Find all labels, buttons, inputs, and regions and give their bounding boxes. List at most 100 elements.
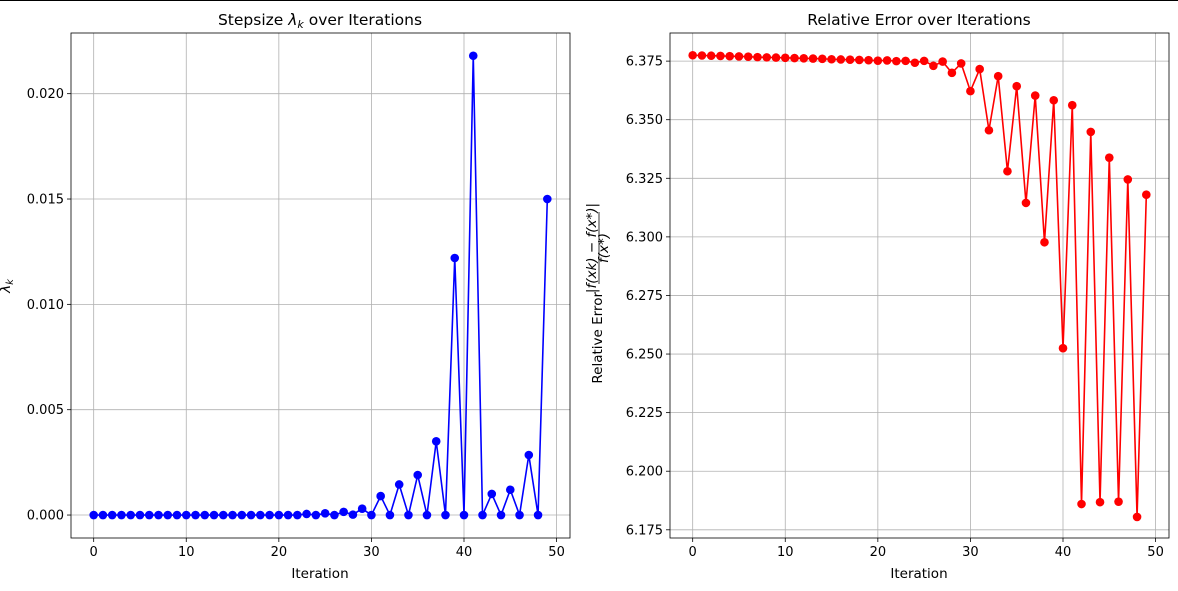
relative-error-data-point [743, 52, 753, 61]
stepsize-data-point [533, 510, 543, 520]
relative-error-data-point [836, 55, 846, 64]
stepsize-data-point [274, 510, 284, 520]
relative-error-y-tick-label: 6.300 [626, 230, 663, 245]
relative-error-data-point [1114, 497, 1123, 506]
stepsize-data-point [330, 510, 339, 520]
relative-error-data-point [1104, 153, 1114, 162]
stepsize-data-point [172, 510, 182, 520]
relative-error-data-point [762, 53, 772, 62]
relative-error-data-point [1021, 198, 1031, 208]
relative-error-y-tick-label: 6.275 [626, 289, 663, 304]
relative-error-data-point [919, 56, 929, 66]
relative-error-chart: Relative Error over Iterations Relative … [584, 11, 1170, 582]
relative-error-y-tick-label: 6.325 [626, 172, 663, 187]
stepsize-y-axis-label: λk [0, 278, 16, 294]
stepsize-data-point [293, 510, 302, 520]
stepsize-data-point [320, 509, 330, 518]
stepsize-data-point [478, 510, 487, 520]
stepsize-data-point [468, 51, 478, 61]
stepsize-series-line [93, 54, 549, 516]
relative-error-data-point [984, 125, 994, 135]
stepsize-data-point [126, 510, 136, 520]
stepsize-data-point [505, 485, 515, 495]
relative-error-data-point [808, 54, 818, 63]
relative-error-data-point [1040, 237, 1049, 247]
relative-error-data-point [725, 51, 735, 61]
relative-error-data-point [753, 52, 762, 62]
stepsize-data-point [200, 510, 210, 520]
stepsize-y-tick-label: 0.005 [27, 403, 64, 418]
relative-error-data-point [1142, 190, 1151, 199]
stepsize-data-point [181, 510, 191, 520]
stepsize-data-point [107, 510, 117, 520]
relative-error-data-point [966, 86, 975, 96]
relative-error-data-point [882, 56, 892, 65]
stepsize-data-point [524, 450, 534, 460]
relative-error-y-tick-label: 6.175 [626, 523, 663, 538]
stepsize-data-point [228, 510, 237, 520]
stepsize-data-point [135, 510, 145, 520]
stepsize-data-point [441, 510, 450, 520]
relative-error-x-tick-label: 50 [1147, 545, 1164, 560]
stepsize-data-point [496, 510, 506, 520]
relative-error-data-point [901, 56, 910, 66]
stepsize-data-point [89, 510, 98, 520]
svg-text:f(x*): f(x*) [596, 233, 612, 263]
stepsize-chart: Stepsize λk over Iterations λk Iteration… [0, 11, 571, 582]
stepsize-data-point [367, 510, 376, 520]
relative-error-x-tick-label: 0 [689, 545, 697, 560]
stepsize-data-point [265, 510, 274, 520]
relative-error-data-point [947, 68, 957, 78]
stepsize-y-tick-label: 0.000 [27, 509, 64, 524]
relative-error-data-point [799, 54, 809, 63]
relative-error-data-point [864, 55, 873, 65]
relative-error-data-point [688, 50, 697, 60]
stepsize-plot-frame [70, 32, 571, 539]
stepsize-data-point [543, 194, 552, 204]
stepsize-data-point [357, 504, 367, 514]
stepsize-y-tick-label: 0.015 [27, 193, 64, 208]
stepsize-data-point [246, 510, 256, 520]
stepsize-data-point [154, 510, 163, 520]
stepsize-data-point [311, 510, 321, 520]
relative-error-data-point [697, 51, 707, 60]
svg-text:Relative Error: Relative Error [590, 292, 606, 384]
relative-error-data-point [892, 56, 901, 66]
relative-error-data-point [1049, 95, 1059, 105]
relative-error-y-tick-label: 6.350 [626, 113, 663, 128]
stepsize-y-tick-label: 0.020 [27, 87, 64, 102]
stepsize-data-point [385, 510, 395, 520]
relative-error-y-tick-label: 6.200 [626, 465, 663, 480]
relative-error-data-point [1095, 497, 1105, 507]
relative-error-data-point [1123, 175, 1133, 184]
relative-error-y-tick-label: 6.250 [626, 348, 663, 363]
stepsize-data-point [422, 510, 432, 520]
stepsize-data-point [487, 489, 497, 499]
relative-error-data-point [780, 53, 790, 63]
stepsize-data-point [459, 510, 469, 520]
stepsize-data-point [413, 470, 423, 480]
relative-error-data-point [855, 55, 864, 65]
relative-error-x-tick-label: 10 [777, 545, 794, 560]
relative-error-data-point [929, 61, 938, 71]
stepsize-data-point [339, 507, 348, 517]
relative-error-grid [670, 33, 1169, 538]
relative-error-data-point [734, 52, 744, 61]
relative-error-y-tick-label: 6.225 [626, 406, 663, 421]
stepsize-data-point [376, 491, 385, 501]
relative-error-data-point [910, 58, 920, 68]
stepsize-data-point [163, 510, 173, 520]
relative-error-data-point [817, 54, 827, 64]
relative-error-data-point [771, 53, 781, 62]
stepsize-data-point [117, 510, 126, 520]
relative-error-data-point [827, 54, 836, 64]
relative-error-x-tick-label: 40 [1055, 545, 1072, 560]
stepsize-data-point [209, 510, 219, 520]
stepsize-x-tick-label: 20 [271, 545, 288, 560]
relative-error-data-point [845, 55, 855, 65]
stepsize-data-point [348, 510, 358, 519]
relative-error-data-point [956, 59, 966, 68]
relative-error-data-point [1030, 91, 1040, 100]
stepsize-x-tick-label: 0 [90, 545, 98, 560]
